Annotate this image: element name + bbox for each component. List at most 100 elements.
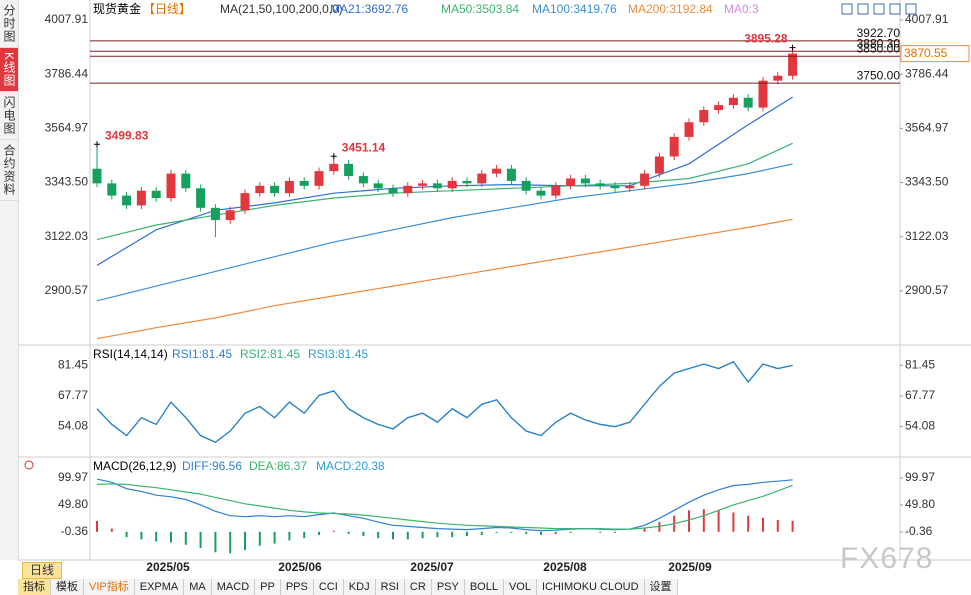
candle-body [225,210,235,221]
price-box [900,45,970,63]
candle-body [166,173,176,199]
candle-body [314,171,324,186]
y-tick-label: 67.77 [58,388,88,402]
candle-body [329,163,339,172]
y-tick-label: 2900.57 [905,283,949,297]
y-tick-label: 4007.91 [45,12,89,26]
toolbar-item[interactable]: MA [184,579,212,595]
candle-body [284,180,294,194]
x-tick-label: 2025/09 [668,560,712,574]
candle-body [699,110,709,123]
y-tick-label: 49.80 [905,497,935,511]
toolbar-item[interactable]: PP [255,579,281,595]
y-tick-label: -0.36 [905,524,933,538]
candle-body [432,183,442,189]
candle-body [536,190,546,196]
toolbar-item[interactable]: CR [404,579,432,595]
legend-entry: MACD:20.38 [316,459,385,473]
legend-entry: DIFF:96.56 [182,459,242,473]
y-tick-label: 3122.03 [905,229,949,243]
toolbar-item[interactable]: BOLL [464,579,504,595]
price-line-label: 3850.00 [857,41,901,55]
macd-line [96,478,793,532]
y-tick-label: 67.77 [905,388,935,402]
price-line-label: 3880.30 [857,36,901,50]
candle-body [477,173,487,184]
candle-body [669,136,679,157]
y-tick-label: 3122.03 [45,229,89,243]
toolbar-item[interactable]: KDJ [343,579,376,595]
candle-body [344,163,354,177]
legend-entry: MA200:3192.84 [628,2,713,16]
sidebar-tab[interactable]: 合约资料 [0,140,18,202]
y-tick-label: 3343.50 [45,175,89,189]
y-tick-label: -0.36 [61,524,89,538]
settings-icon[interactable] [24,460,34,470]
candle-body [492,168,502,174]
candle-body [462,180,472,184]
panel-title: MACD(26,12,9) [93,459,176,473]
y-tick-label: 99.97 [58,470,88,484]
ma-line [96,218,793,340]
toolbar-item[interactable]: 设置 [644,579,678,595]
candle-body [136,190,146,206]
toolbar-item[interactable]: PSY [431,579,465,595]
candle-body [506,168,516,181]
candle-body [270,185,280,194]
rsi-line [96,361,793,443]
y-tick-label: 3343.50 [905,175,949,189]
candle-body [447,180,457,189]
price-line-label: 3750.00 [857,68,901,82]
sidebar-tab[interactable]: 分时图 [0,0,18,48]
candle-body [728,97,738,106]
sidebar-tab[interactable]: K线图 [0,48,18,93]
period-tab[interactable]: 日线 [22,562,62,579]
legend-entry: RSI2:81.45 [240,347,300,361]
legend-entry: MA100:3419.76 [532,2,617,16]
candle-body [521,180,531,191]
candle-body [788,53,798,76]
candle-body [373,183,383,189]
x-tick-label: 2025/06 [278,560,322,574]
candle-body [684,122,694,137]
candle-body [358,176,368,184]
legend-entry: MA50:3503.84 [441,2,519,16]
price-box-label: 3870.55 [904,46,948,60]
y-tick-label: 81.45 [905,357,935,371]
toolbar-item[interactable]: RSI [375,579,405,595]
rsi-line [96,361,793,443]
toolbar-item[interactable]: VIP指标 [84,579,135,595]
candle-body [551,185,561,196]
toolbar-item[interactable]: CCI [313,579,344,595]
toolbar-icons[interactable] [841,3,917,15]
y-tick-label: 49.80 [58,497,88,511]
x-tick-label: 2025/08 [543,560,587,574]
candle-body [610,185,620,189]
toolbar-item[interactable]: PPS [280,579,314,595]
y-tick-label: 3564.97 [905,121,949,135]
toolbar-item[interactable]: MACD [211,579,256,595]
candle-body [240,193,250,211]
candle-body [418,183,428,186]
candle-body [151,190,161,199]
candle-body [107,183,117,196]
toolbar-item[interactable]: 模板 [51,579,84,595]
y-tick-label: 81.45 [58,357,88,371]
x-tick-label: 2025/07 [410,560,454,574]
period-label: 【日线】 [143,2,191,16]
ma-line [96,163,793,302]
toolbar-item[interactable]: ICHIMOKU CLOUD [536,579,645,595]
candle-body [92,168,102,184]
y-tick-label: 3564.97 [45,121,89,135]
toolbar-item[interactable]: VOL [503,579,537,595]
legend-entry: MA0:3 [724,2,759,16]
rsi-line [96,361,793,443]
toolbar-item[interactable]: 指标 [18,579,51,595]
candle-body [654,156,664,174]
ma-params: MA(21,50,100,200,0,0) [220,2,343,16]
candle-body [403,185,413,194]
price-line-label: 3922.70 [857,26,901,40]
sidebar-tab[interactable]: 闪电图 [0,92,18,141]
x-tick-label: 2025/05 [146,560,190,574]
toolbar-item[interactable]: EXPMA [134,579,185,595]
